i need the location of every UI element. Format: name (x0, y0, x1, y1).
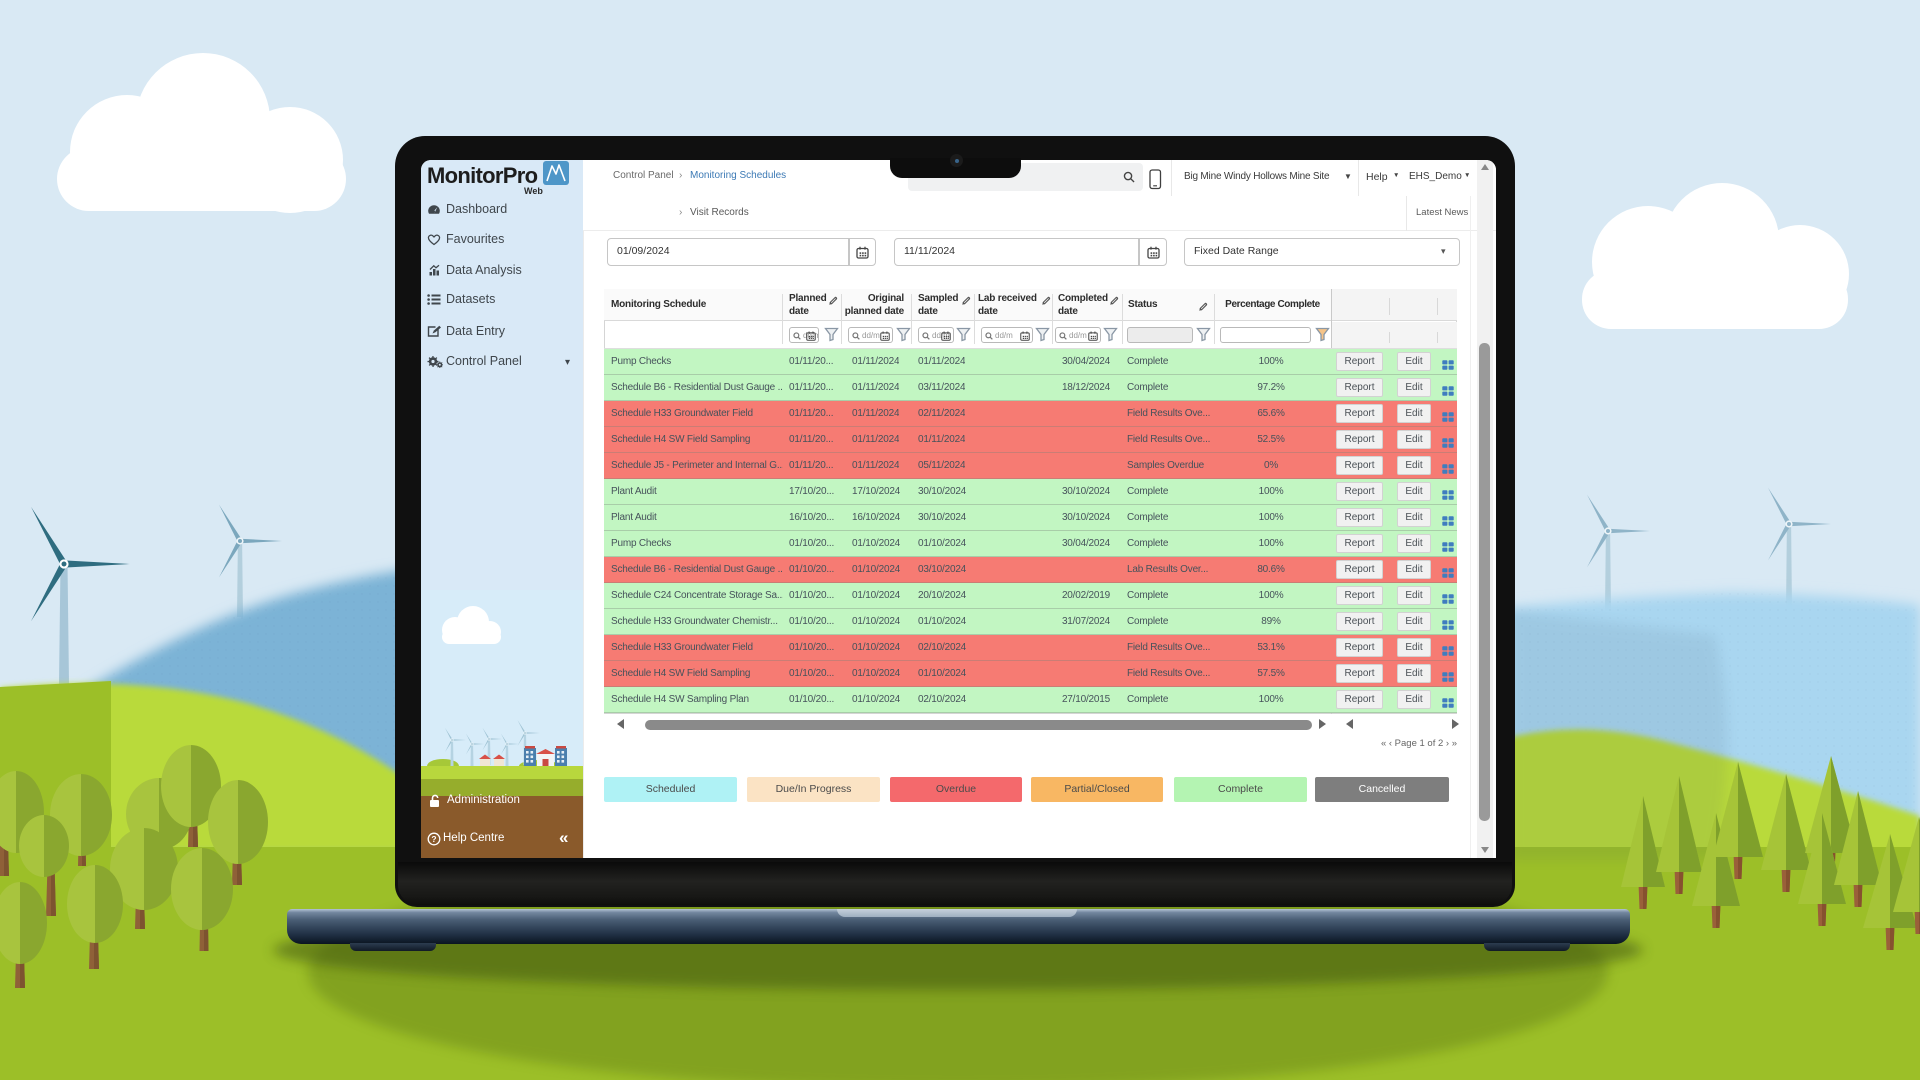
svg-text:?: ? (431, 834, 436, 844)
